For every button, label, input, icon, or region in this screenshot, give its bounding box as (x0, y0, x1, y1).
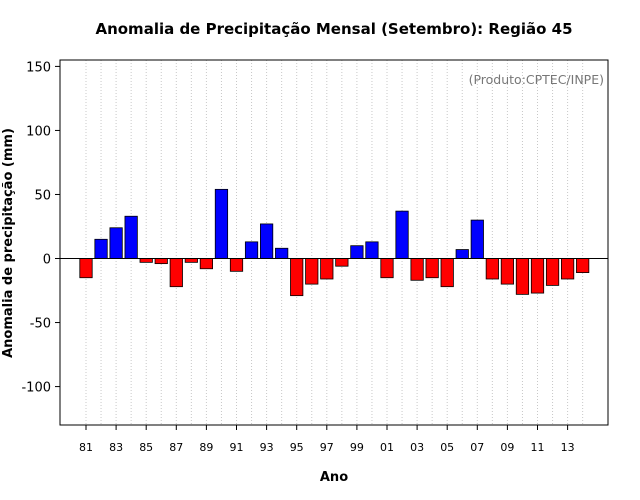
x-tick-label: 85 (139, 441, 153, 454)
x-tick-label: 95 (290, 441, 304, 454)
x-tick-label: 89 (199, 441, 213, 454)
bar-92 (244, 241, 259, 259)
bar-96 (305, 258, 319, 285)
bar-13 (561, 258, 575, 280)
x-tick-label: 87 (169, 441, 183, 454)
bar-95 (290, 258, 304, 297)
bar-97 (320, 258, 334, 280)
bar-09 (500, 258, 515, 285)
bar-94 (275, 247, 289, 259)
x-tick-label: 93 (260, 441, 274, 454)
bar-87 (169, 258, 183, 288)
x-tick-label: 99 (350, 441, 364, 454)
x-tick-label: 07 (470, 441, 484, 454)
bar-84 (124, 215, 138, 259)
x-axis-label: Ano (320, 470, 348, 485)
bar-89 (199, 258, 213, 270)
bar-91 (229, 258, 244, 272)
bar-12 (545, 258, 560, 286)
bar-01 (380, 258, 394, 279)
x-tick-label: 03 (410, 441, 424, 454)
bar-82 (94, 238, 108, 259)
x-tick-label: 91 (230, 441, 244, 454)
chart-title: Anomalia de Precipitação Mensal (Setembr… (95, 20, 572, 38)
plot-frame (59, 59, 609, 426)
bar-11 (530, 258, 545, 294)
y-axis-label: Anomalia de precipitação (mm) (1, 128, 16, 358)
bar-99 (350, 245, 364, 259)
bar-85 (139, 258, 153, 263)
bars (79, 188, 590, 297)
source-annotation: (Produto:CPTEC/INPE) (469, 72, 604, 87)
bar-00 (365, 241, 379, 259)
bar-03 (410, 258, 424, 281)
bar-04 (425, 258, 439, 279)
bar-93 (259, 223, 274, 259)
y-axis: 150 100 50 0 -50 -100 (21, 60, 60, 396)
y-tick-label: -100 (21, 381, 51, 396)
x-tick-label: 01 (380, 441, 394, 454)
bar-10 (515, 258, 530, 295)
bar-05 (440, 258, 454, 288)
bar-90 (214, 188, 229, 259)
x-tick-label: 05 (440, 441, 454, 454)
x-tick-label: 09 (500, 441, 514, 454)
x-tick-label: 11 (531, 441, 545, 454)
bar-07 (470, 219, 484, 259)
bar-14 (576, 258, 590, 273)
x-tick-label: 13 (561, 441, 575, 454)
y-tick-label: 100 (26, 124, 51, 139)
bar-83 (109, 227, 123, 259)
x-tick-label: 83 (109, 441, 123, 454)
x-axis: 81 83 85 87 89 91 93 95 97 99 01 03 05 07 09 11 13 (79, 425, 575, 454)
bar-86 (154, 258, 168, 265)
x-tick-label: 97 (320, 441, 334, 454)
y-tick-label: -50 (30, 317, 51, 332)
bar-98 (335, 258, 349, 267)
bar-81 (79, 258, 93, 279)
bar-88 (184, 258, 198, 263)
y-tick-label: 150 (26, 60, 51, 75)
grid-lines (85, 60, 584, 425)
y-tick-label: 50 (34, 188, 51, 203)
x-tick-label: 81 (79, 441, 93, 454)
bar-06 (455, 249, 469, 259)
bar-02 (395, 210, 409, 259)
y-tick-label: 0 (43, 253, 51, 268)
bar-08 (485, 258, 499, 280)
